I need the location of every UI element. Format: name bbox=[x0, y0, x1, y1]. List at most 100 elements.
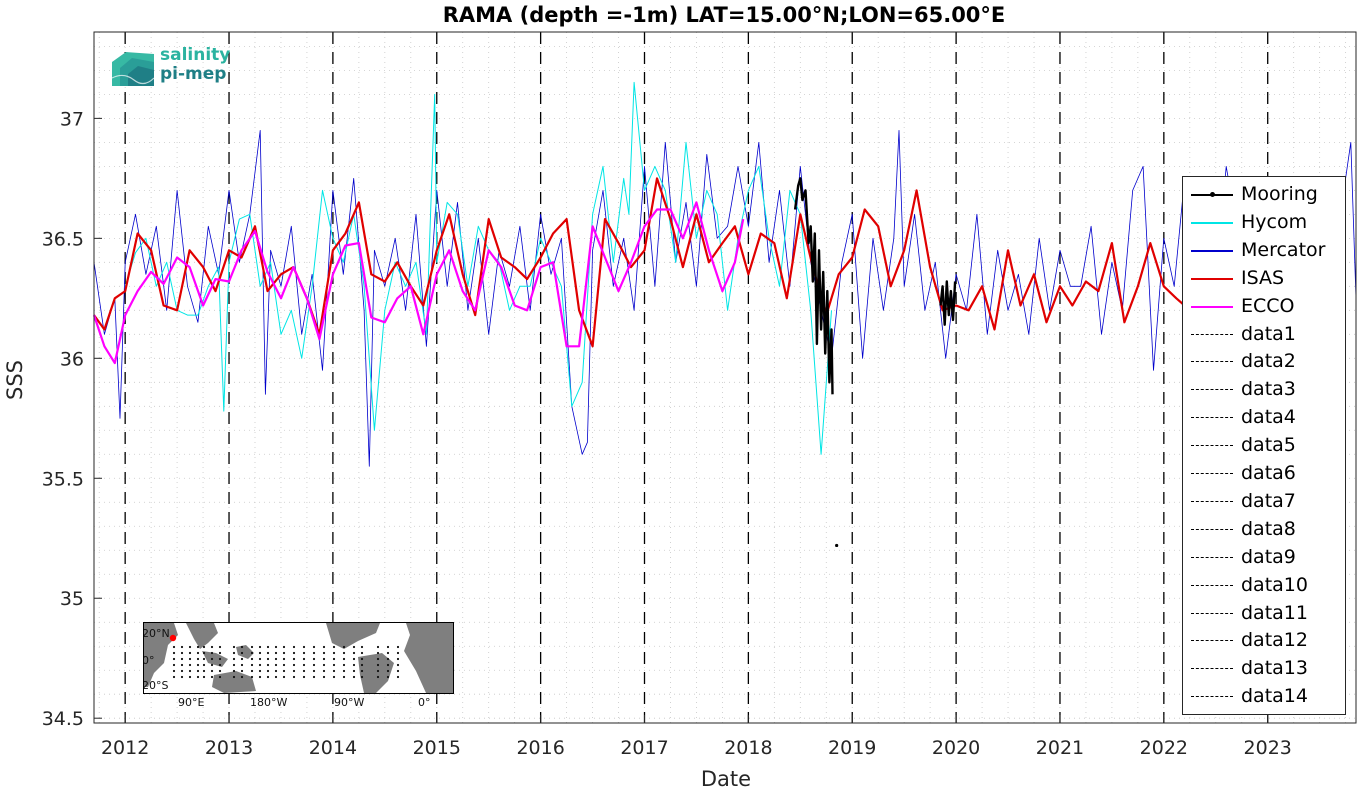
mooring-dot bbox=[342, 651, 346, 655]
mooring-dot bbox=[172, 669, 176, 673]
legend-item-data11: data11 bbox=[1183, 599, 1345, 627]
legend-label: ISAS bbox=[1241, 266, 1285, 289]
mooring-dot bbox=[232, 669, 236, 673]
legend-item-ecco: ECCO bbox=[1183, 292, 1345, 320]
series-line-mooring-1 bbox=[939, 280, 957, 326]
mooring-dot bbox=[274, 675, 278, 679]
mooring-dot bbox=[250, 645, 254, 649]
mooring-dot bbox=[258, 657, 262, 661]
mooring-dot bbox=[302, 675, 306, 679]
series-line-hycom bbox=[124, 81, 832, 455]
mooring-dot bbox=[258, 669, 262, 673]
legend-swatch bbox=[1191, 361, 1233, 363]
series-line-mercator bbox=[93, 129, 1357, 467]
mooring-dot bbox=[188, 663, 192, 667]
mooring-dot bbox=[202, 651, 206, 655]
legend-label: data8 bbox=[1241, 517, 1296, 540]
mooring-dot bbox=[210, 675, 214, 679]
x-tick-label: 2014 bbox=[309, 737, 357, 759]
x-tick-label: 2017 bbox=[620, 737, 668, 759]
mooring-dot bbox=[292, 645, 296, 649]
legend-swatch bbox=[1191, 277, 1233, 280]
tick-labels: 2012 2013 2014 2015 2016 2017 2018 2019 2020 2021… bbox=[42, 108, 1292, 759]
x-tick-label: 2021 bbox=[1036, 737, 1084, 759]
mooring-dot bbox=[266, 663, 270, 667]
mooring-dot bbox=[240, 645, 244, 649]
mooring-dot bbox=[292, 651, 296, 655]
mooring-dot bbox=[386, 675, 390, 679]
mooring-dot bbox=[376, 663, 380, 667]
mooring-dot bbox=[332, 657, 336, 661]
mooring-dot bbox=[258, 651, 262, 655]
mooring-dot bbox=[188, 675, 192, 679]
legend-label: data2 bbox=[1241, 350, 1296, 373]
legend-swatch bbox=[1191, 696, 1233, 698]
mooring-dot bbox=[342, 675, 346, 679]
mooring-dot bbox=[376, 651, 380, 655]
mooring-dot bbox=[386, 645, 390, 649]
inset-map-svg bbox=[144, 623, 453, 693]
salinity-pi-mep-logo: salinity pi-mep bbox=[110, 44, 245, 92]
x-tick-label: 2019 bbox=[828, 737, 876, 759]
mooring-dot bbox=[210, 645, 214, 649]
mooring-dot bbox=[386, 657, 390, 661]
mooring-dot bbox=[258, 663, 262, 667]
x-tick-label: 2012 bbox=[101, 737, 149, 759]
legend-label: data5 bbox=[1241, 434, 1296, 457]
mooring-dot bbox=[210, 657, 214, 661]
mooring-dot bbox=[188, 657, 192, 661]
mooring-dot bbox=[322, 663, 326, 667]
mooring-dot bbox=[352, 663, 356, 667]
mooring-dot bbox=[232, 657, 236, 661]
mooring-dot bbox=[376, 675, 380, 679]
mooring-dot bbox=[202, 657, 206, 661]
mooring-dot bbox=[396, 657, 400, 661]
mooring-dot bbox=[218, 675, 222, 679]
mooring-dot bbox=[312, 669, 316, 673]
mooring-dot bbox=[302, 669, 306, 673]
mooring-dot bbox=[332, 651, 336, 655]
x-axis-label: Date bbox=[701, 767, 751, 790]
mooring-outlier-point bbox=[835, 543, 839, 548]
series-line-ecco bbox=[92, 201, 745, 365]
grid bbox=[94, 32, 1356, 723]
legend-item-data5: data5 bbox=[1183, 431, 1345, 459]
mooring-dot bbox=[342, 663, 346, 667]
legend-item-mooring: Mooring bbox=[1183, 180, 1345, 208]
legend-item-data2: data2 bbox=[1183, 347, 1345, 375]
mooring-dot bbox=[352, 675, 356, 679]
mooring-dot bbox=[302, 645, 306, 649]
mooring-dot bbox=[250, 657, 254, 661]
mooring-dot bbox=[274, 645, 278, 649]
mooring-dot bbox=[250, 675, 254, 679]
plot-frame bbox=[93, 31, 1357, 724]
inset-lon-0: 0° bbox=[418, 696, 431, 709]
legend-item-data10: data10 bbox=[1183, 571, 1345, 599]
mooring-dot bbox=[172, 651, 176, 655]
mooring-dot bbox=[240, 657, 244, 661]
mooring-dot bbox=[266, 675, 270, 679]
legend-swatch bbox=[1191, 249, 1233, 252]
mooring-dot bbox=[322, 651, 326, 655]
mooring-dot bbox=[172, 645, 176, 649]
mooring-dot bbox=[172, 657, 176, 661]
y-tick-label: 36.5 bbox=[42, 228, 84, 250]
mooring-dot bbox=[266, 651, 270, 655]
legend-item-data4: data4 bbox=[1183, 403, 1345, 431]
mooring-dot bbox=[342, 657, 346, 661]
series-lines bbox=[92, 81, 1357, 548]
mooring-dot bbox=[258, 645, 262, 649]
mooring-dot bbox=[342, 645, 346, 649]
legend-swatch bbox=[1191, 473, 1233, 474]
inset-lon-90e: 90°E bbox=[178, 696, 205, 709]
legend-swatch bbox=[1191, 417, 1233, 419]
mooring-dot bbox=[376, 645, 380, 649]
mooring-dot bbox=[386, 669, 390, 673]
mooring-dot bbox=[360, 663, 364, 667]
x-tick-label: 2016 bbox=[516, 737, 564, 759]
legend-item-data6: data6 bbox=[1183, 459, 1345, 487]
mooring-dot bbox=[360, 645, 364, 649]
y-tick-label: 36 bbox=[60, 348, 84, 370]
x-tick-label: 2013 bbox=[205, 737, 253, 759]
